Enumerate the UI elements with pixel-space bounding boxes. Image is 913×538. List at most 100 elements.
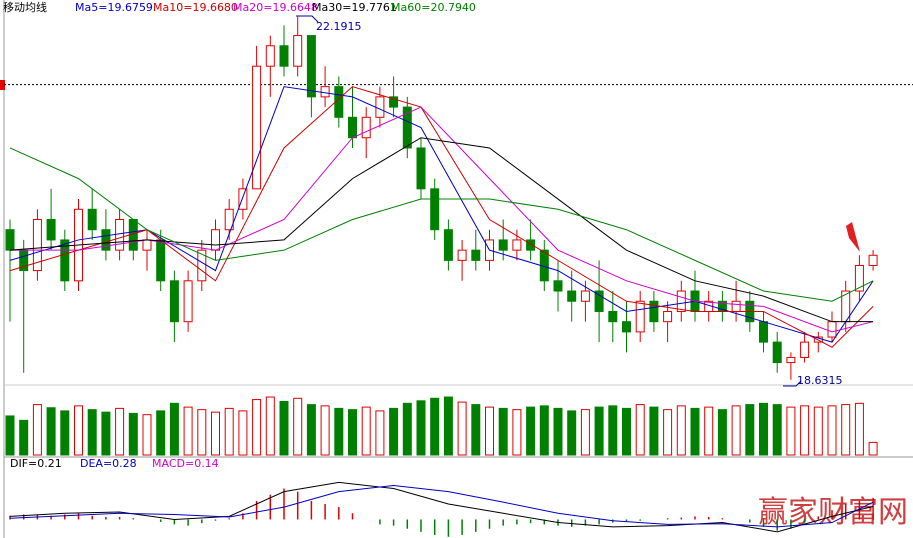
candle-body	[238, 188, 248, 210]
candle-body	[526, 239, 536, 251]
candle-body	[361, 116, 371, 139]
legend-entry: Ma10=19.6680	[153, 1, 238, 14]
candle-body	[827, 321, 837, 338]
candle-body	[512, 239, 522, 251]
candle-body	[306, 35, 316, 98]
volume-bar	[211, 411, 220, 456]
candle-body	[553, 280, 563, 292]
candle-body	[156, 239, 166, 282]
candle-body	[443, 229, 453, 261]
volume-bar	[622, 407, 631, 456]
candle-body	[265, 45, 275, 67]
volume-bar	[868, 441, 878, 456]
volume-bar	[772, 404, 782, 456]
volume-bar	[512, 409, 522, 456]
ma-line	[9, 137, 874, 323]
candle-body	[224, 208, 234, 231]
volume-bar	[471, 404, 481, 456]
volume-bar	[46, 407, 56, 456]
candle-body	[416, 147, 426, 190]
volume-bar	[649, 406, 659, 456]
volume-bar	[142, 414, 152, 456]
legend-entry: DIF=0.21	[10, 457, 62, 470]
volume-bar	[800, 405, 810, 456]
volume-bar	[361, 406, 371, 456]
volume-bar	[498, 407, 508, 456]
legend-entry: DEA=0.28	[80, 457, 137, 470]
volume-bar	[485, 406, 494, 456]
candle-body	[457, 249, 467, 261]
volume-bar	[567, 410, 577, 456]
volume-bar	[128, 412, 138, 456]
candle-body	[786, 356, 796, 364]
legend-entry: Ma20=19.6648	[233, 1, 318, 14]
candle-body	[854, 264, 864, 292]
candle-body	[115, 218, 125, 251]
candle-body	[87, 208, 97, 231]
volume-bar	[60, 410, 70, 456]
legend-entry: MACD=0.14	[152, 457, 219, 470]
candle-body	[293, 35, 303, 67]
volume-bar	[101, 411, 111, 456]
volume-bar	[348, 409, 357, 456]
candle-body	[32, 218, 42, 272]
candle-body	[142, 239, 152, 251]
volume-bar	[539, 405, 549, 456]
candle-body	[252, 65, 262, 190]
volume-bar	[608, 405, 618, 456]
volume-bar	[745, 404, 755, 456]
candle-body	[46, 218, 56, 241]
candle-body	[608, 310, 618, 323]
volume-bar	[676, 405, 686, 456]
volume-bar	[334, 407, 344, 456]
volume-bar	[389, 407, 399, 456]
volume-bar	[320, 405, 330, 456]
volume-bar	[580, 409, 590, 456]
volume-bar	[375, 410, 385, 456]
volume-bar	[293, 397, 303, 456]
volume-bar	[252, 399, 262, 456]
volume-bar	[74, 405, 83, 456]
ma-line	[9, 481, 874, 533]
candle-body	[197, 249, 207, 282]
candle-body	[868, 254, 878, 266]
volume-bar	[854, 402, 864, 456]
volume-bar	[526, 406, 536, 456]
volume-bar	[115, 407, 125, 456]
candle-body	[731, 300, 741, 312]
volume-bar	[663, 409, 673, 456]
volume-bar	[430, 397, 440, 456]
high-pointer	[296, 15, 319, 23]
volume-bar	[5, 415, 15, 456]
candle-body	[635, 300, 645, 333]
candle-body	[580, 290, 590, 302]
candle-body	[375, 96, 385, 118]
candle-body	[169, 280, 179, 323]
volume-bar	[841, 404, 851, 456]
chart-title: 移动均线	[3, 0, 47, 14]
volume-bar	[265, 396, 275, 456]
candle-body	[498, 239, 508, 251]
volume-bar	[238, 410, 248, 456]
price-marker	[0, 80, 5, 90]
candle-body	[567, 290, 577, 302]
ma-line	[9, 147, 874, 302]
legend-entry: Ma60=20.7940	[391, 1, 476, 14]
volume-bar	[443, 396, 453, 456]
candle-body	[60, 239, 70, 282]
volume-bar	[704, 406, 714, 456]
ma-line	[9, 86, 874, 348]
candle-body	[676, 290, 686, 312]
candle-body	[183, 280, 193, 323]
volume-bar	[197, 409, 207, 456]
high-label: 22.1915	[316, 20, 362, 33]
candle-body	[430, 188, 440, 231]
volume-bar	[32, 404, 42, 456]
volume-bar	[19, 419, 29, 456]
volume-bar	[635, 404, 645, 456]
volume-bar	[306, 404, 316, 456]
candle-body	[772, 341, 782, 364]
watermark: 赢家财富网	[758, 495, 908, 530]
legend-entry: Ma30=19.7761	[312, 1, 397, 14]
